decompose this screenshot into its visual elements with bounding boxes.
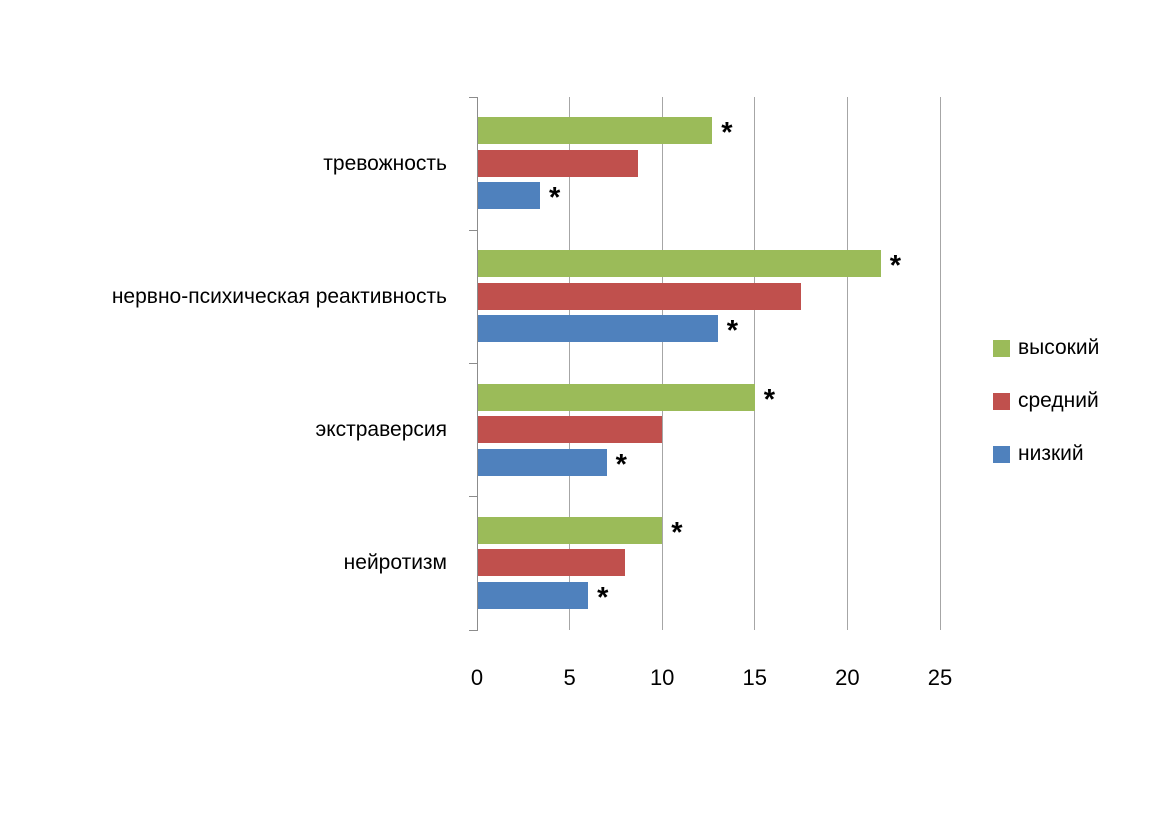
bar-high xyxy=(477,383,755,411)
bar-medium xyxy=(477,549,626,577)
significance-star: * xyxy=(597,581,609,614)
y-axis-line xyxy=(477,97,478,631)
legend-label-medium: средний xyxy=(1018,389,1099,412)
x-tick-label: 5 xyxy=(563,665,576,690)
significance-star: * xyxy=(889,250,902,283)
category-label: нервно-психическая реактивность xyxy=(111,284,447,308)
legend: высокий средний низкий xyxy=(993,336,1099,495)
bar-high xyxy=(477,516,663,544)
bar-low xyxy=(477,581,589,609)
x-tick-label: 20 xyxy=(835,665,860,690)
legend-swatch-medium xyxy=(993,392,1010,410)
bar-low xyxy=(477,315,718,343)
y-axis-tick xyxy=(469,363,477,364)
bar-high xyxy=(477,117,713,144)
category-label: тревожность xyxy=(323,151,447,175)
x-tick-label: 15 xyxy=(742,665,768,690)
significance-star: * xyxy=(763,383,776,416)
gridline xyxy=(939,97,941,630)
bar-high xyxy=(477,250,881,278)
x-tick-label: 10 xyxy=(649,665,675,690)
significance-star: * xyxy=(548,182,561,214)
legend-swatch-high xyxy=(993,339,1010,357)
x-tick-label: 25 xyxy=(927,665,953,690)
gridline xyxy=(846,97,848,630)
legend-label-high: высокий xyxy=(1018,336,1100,359)
plot-area: * * * * * * * * xyxy=(477,97,941,630)
x-tick-label: 0 xyxy=(470,665,484,690)
significance-star: * xyxy=(615,448,627,481)
bar-medium xyxy=(477,149,639,177)
legend-item-medium: средний xyxy=(993,389,1099,413)
y-axis-tick xyxy=(469,96,477,98)
significance-star: * xyxy=(726,315,739,348)
category-label: нейротизм xyxy=(343,551,447,575)
y-axis-tick xyxy=(469,229,477,231)
legend-item-low: низкий xyxy=(993,442,1099,466)
y-axis-tick xyxy=(469,496,477,498)
legend-label-low: низкий xyxy=(1018,442,1084,465)
category-label: экстраверсия xyxy=(315,418,448,442)
bar-medium xyxy=(477,416,663,443)
significance-star: * xyxy=(721,117,733,149)
gridline xyxy=(754,97,756,630)
bar-low xyxy=(477,448,607,476)
legend-item-high: высокий xyxy=(993,336,1099,360)
gridline xyxy=(661,97,663,630)
bar-medium xyxy=(477,282,802,310)
significance-star: * xyxy=(671,516,683,549)
legend-swatch-low xyxy=(993,445,1010,463)
gridline xyxy=(569,97,571,630)
bar-low xyxy=(477,182,540,209)
y-axis-tick xyxy=(469,629,477,631)
